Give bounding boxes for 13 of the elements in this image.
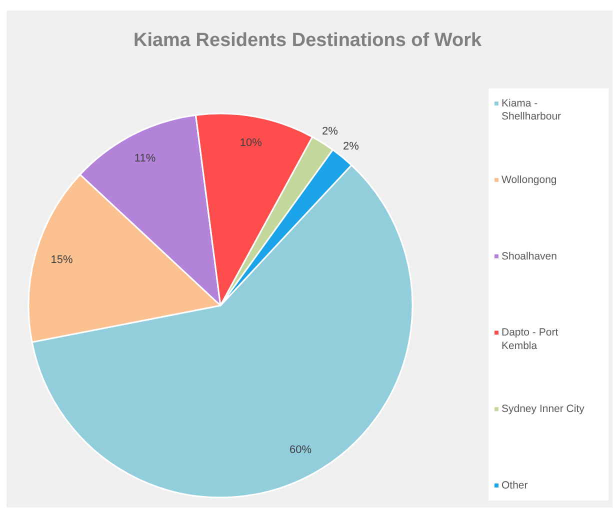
- data-label: 15%: [50, 254, 74, 266]
- legend-label: Dapto - Port Kembla: [502, 326, 558, 352]
- data-label: 60%: [290, 444, 312, 456]
- data-label: 10%: [240, 137, 262, 150]
- legend-label: Kiama - Shellharbour: [502, 98, 562, 123]
- legend-label: Sydney Inner City: [502, 403, 586, 416]
- chart-title: Kiama Residents Destinations of Work: [133, 30, 482, 51]
- legend-label: Shoalhaven: [502, 250, 558, 262]
- data-label: 2%: [342, 140, 360, 153]
- data-label: 2%: [322, 126, 338, 138]
- legend-label: Other: [502, 480, 528, 492]
- legend-label: Wollongong: [502, 174, 557, 186]
- data-label: 11%: [134, 152, 156, 165]
